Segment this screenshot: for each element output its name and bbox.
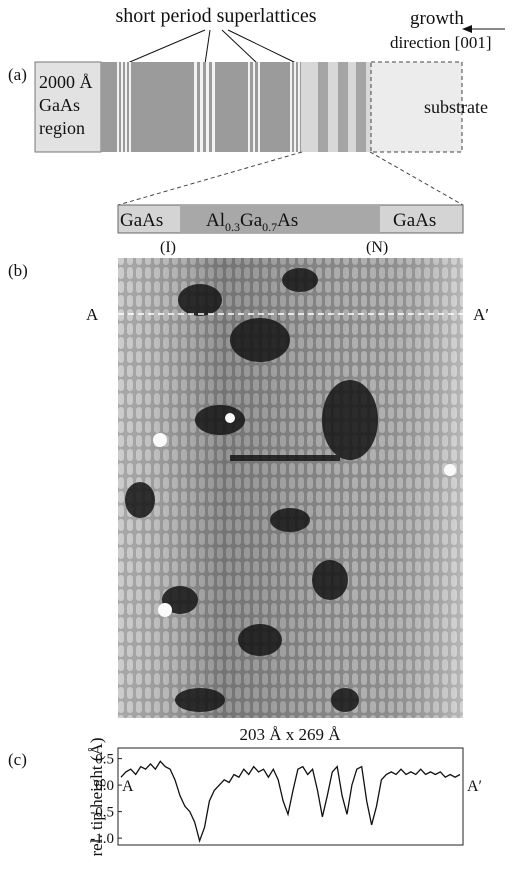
zoom-lines bbox=[117, 151, 464, 206]
layer-label: GaAs bbox=[120, 210, 163, 231]
y-tick-label: 0.0 bbox=[95, 778, 114, 794]
profile-end-label: A′ bbox=[473, 305, 489, 324]
growth-label: growth bbox=[410, 8, 464, 29]
y-tick-label: -0.5 bbox=[90, 805, 114, 821]
spsl-label: short period superlattices bbox=[115, 5, 316, 27]
spsl-pointers bbox=[124, 29, 299, 65]
layer-stack bbox=[34, 61, 463, 153]
panel-label: (c) bbox=[8, 750, 27, 769]
region-label: 2000 Å bbox=[39, 72, 93, 92]
profile-end-label: A bbox=[86, 305, 99, 324]
profile-start: A bbox=[122, 778, 134, 795]
zoom-algaas bbox=[180, 205, 380, 233]
interface-label: (I) bbox=[160, 239, 176, 256]
panel-label: (a) bbox=[8, 65, 27, 84]
y-tick-label: -1.0 bbox=[90, 831, 114, 847]
y-axis-label: rel. tip height (Å) bbox=[87, 738, 106, 857]
profile-trace bbox=[120, 760, 461, 843]
growth-arrow-head bbox=[462, 25, 472, 33]
image-size: 203 Å x 269 Å bbox=[239, 725, 341, 744]
growth-label: direction [001] bbox=[390, 33, 492, 52]
region-label: GaAs bbox=[39, 95, 80, 115]
profile-end: A′ bbox=[467, 778, 482, 795]
y-tick-label: 0.5 bbox=[95, 752, 114, 768]
layer-label: Al0.3Ga0.7As bbox=[206, 210, 298, 234]
region-label: region bbox=[39, 118, 85, 138]
substrate-label: substrate bbox=[424, 97, 488, 117]
plot-frame bbox=[117, 747, 464, 846]
interface-label: (N) bbox=[366, 239, 388, 256]
stm-image bbox=[118, 258, 463, 718]
layer-label: GaAs bbox=[393, 210, 436, 231]
panel-label: (b) bbox=[8, 261, 28, 280]
